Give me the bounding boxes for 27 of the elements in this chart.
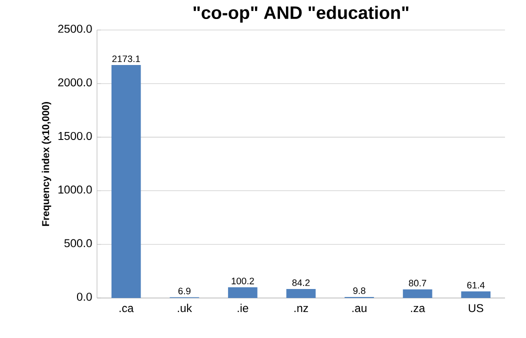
- bar: [111, 65, 141, 298]
- y-tick-label: 0.0: [76, 292, 92, 301]
- data-label: 9.8: [353, 287, 366, 294]
- y-tick-label: 500.0: [64, 239, 92, 248]
- x-tick-label: .uk: [178, 304, 192, 312]
- y-tick-label: 1500.0: [58, 132, 92, 140]
- x-tick-label: .nz: [294, 306, 308, 312]
- data-label: 61.4: [467, 282, 485, 288]
- y-tick-label: 2500.0: [58, 24, 92, 33]
- bar: [461, 291, 491, 298]
- data-label: 84.2: [292, 279, 310, 286]
- x-tick-label: .ca: [120, 306, 134, 312]
- y-tick-label: 2000.0: [58, 78, 92, 86]
- data-label: 2173.1: [112, 56, 140, 62]
- y-axis-title: Frequency index (x10,000): [42, 102, 52, 226]
- x-tick-label: .za: [411, 306, 426, 312]
- bar: [286, 288, 316, 298]
- chart-title: "co-op" AND "education": [194, 6, 408, 23]
- bar: [402, 289, 432, 298]
- x-tick-label: .ie: [238, 304, 248, 312]
- bar: [228, 287, 258, 298]
- data-label: 100.2: [232, 278, 254, 284]
- x-tick-label: US: [468, 304, 484, 312]
- x-tick-label: .au: [352, 306, 366, 312]
- data-label: 6.9: [178, 288, 190, 294]
- data-label: 80.7: [408, 280, 426, 286]
- y-tick-label: 1000.0: [58, 186, 92, 194]
